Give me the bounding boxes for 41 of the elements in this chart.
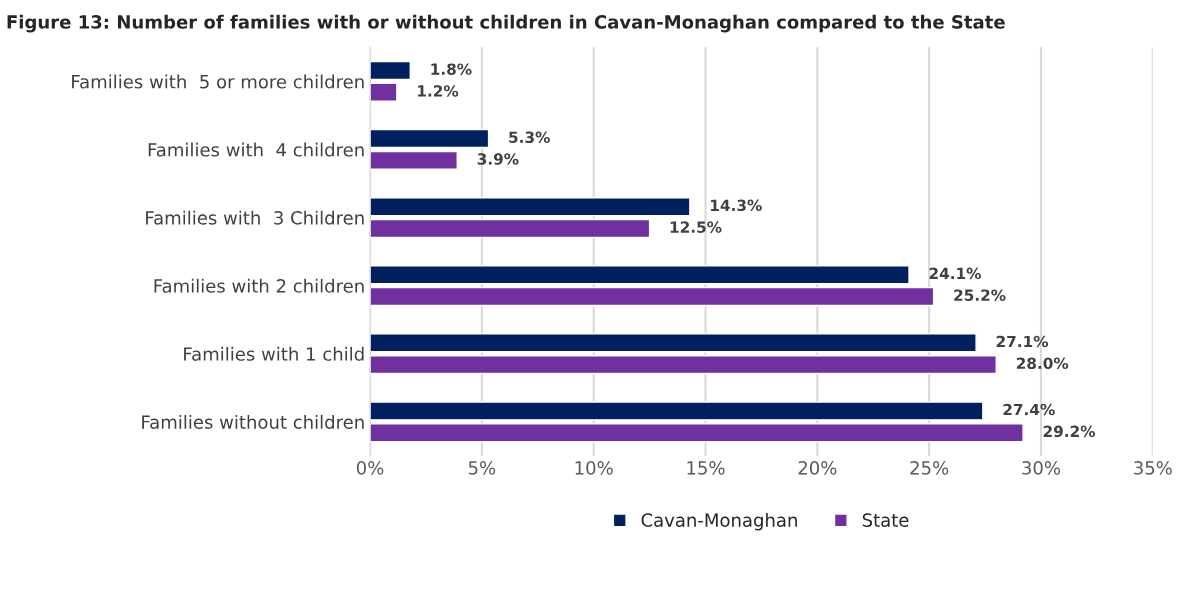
y-tick-label: Families with 5 or more children [72, 74, 364, 89]
bar [370, 423, 1024, 443]
data-label: 1.8% [431, 63, 472, 75]
data-label: 12.5% [670, 221, 722, 233]
legend-label: State [862, 513, 909, 527]
bar [370, 218, 651, 239]
legend-label: Cavan-Monaghan [641, 512, 797, 531]
chart-title: Figure 13: Number of families with or without children in Cavan-Monaghan compared to the State [7, 14, 1005, 33]
x-tick-label: 25% [910, 461, 949, 475]
y-tick-label: Families with 4 children [148, 142, 364, 157]
y-tick-label: Families without children [142, 414, 364, 429]
bar [370, 265, 910, 285]
data-label: 24.1% [929, 267, 981, 280]
x-tick-label: 35% [1134, 461, 1172, 475]
bar [370, 150, 458, 170]
data-label: 5.3% [509, 131, 550, 144]
x-tick-label: 20% [798, 461, 837, 475]
bar [370, 82, 398, 102]
x-tick-label: 30% [1022, 461, 1061, 475]
bar [370, 128, 490, 149]
data-label: 28.0% [1016, 357, 1069, 370]
data-label: 29.2% [1043, 425, 1096, 438]
bar [370, 60, 411, 81]
bar [370, 401, 984, 421]
y-tick-label: Families with 1 child [184, 346, 364, 361]
x-tick-label: 0% [356, 461, 384, 475]
bar [370, 333, 977, 353]
x-tick-label: 5% [468, 461, 496, 475]
data-label: 25.2% [954, 289, 1006, 301]
y-tick-label: Families with 2 children [154, 278, 364, 293]
data-label: 14.3% [711, 199, 762, 212]
data-label: 1.2% [418, 85, 459, 97]
bar [370, 286, 935, 307]
bar [370, 197, 691, 217]
bar [370, 354, 997, 375]
y-tick-label: Families with 3 Children [146, 210, 364, 225]
x-tick-label: 10% [575, 461, 613, 475]
x-tick-label: 15% [687, 461, 725, 475]
data-label: 3.9% [477, 153, 519, 165]
data-label: 27.4% [1003, 403, 1055, 416]
data-label: 27.1% [996, 335, 1049, 348]
